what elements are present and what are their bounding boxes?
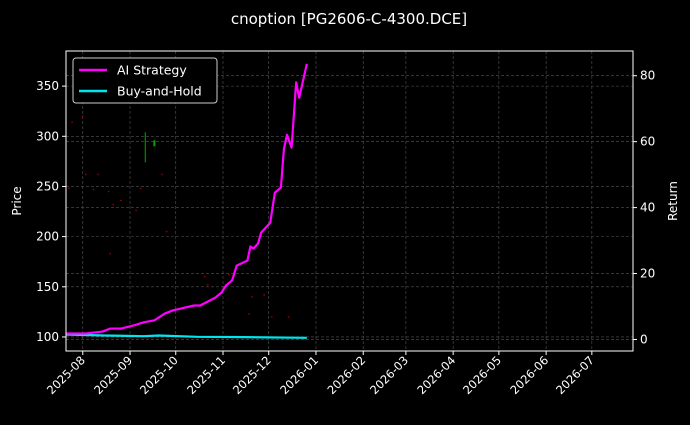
x-tick-label: 2026-04	[414, 353, 458, 397]
chart-title: cnoption [PG2606-C-4300.DCE]	[231, 10, 467, 28]
x-tick-label: 2025-08	[44, 353, 88, 397]
price-point	[81, 115, 84, 118]
price-point	[92, 188, 95, 191]
y-tick-label: 300	[36, 129, 59, 143]
price-point	[263, 293, 266, 296]
price-point	[109, 252, 112, 255]
y2-tick-label: 60	[640, 135, 655, 149]
y2-tick-label: 80	[640, 69, 655, 83]
price-point	[270, 315, 273, 318]
price-point	[107, 190, 110, 193]
legend: AI Strategy Buy-and-Hold	[72, 57, 218, 104]
y-tick-label: 100	[36, 330, 59, 344]
y2-tick-label: 20	[640, 267, 655, 281]
x-tick-label: 2026-02	[324, 353, 368, 397]
y-tick-label: 200	[36, 230, 59, 244]
x-tick-label: 2025-11	[184, 353, 228, 397]
y-tick-label: 350	[36, 79, 59, 93]
y2-tick-label: 0	[640, 332, 648, 346]
x-tick-label: 2026-01	[277, 353, 321, 397]
legend-label-ai-strategy: AI Strategy	[117, 63, 187, 78]
price-point	[68, 187, 70, 190]
y2-axis-label: Return	[666, 181, 680, 221]
x-tick-label: 2025-09	[91, 353, 135, 397]
price-point	[112, 203, 115, 206]
x-tick-label: 2026-06	[507, 353, 551, 397]
series-line-buy-and-hold	[65, 333, 307, 339]
price-point	[119, 199, 122, 202]
grid	[66, 51, 633, 351]
x-tick-label: 2026-03	[367, 353, 411, 397]
price-point	[228, 273, 230, 276]
price-point	[287, 315, 290, 318]
legend-box	[72, 57, 218, 104]
plot-marks	[65, 63, 308, 339]
price-point	[139, 187, 142, 190]
price-point	[135, 209, 138, 212]
price-point	[165, 230, 168, 233]
y2-tick-label: 40	[640, 201, 655, 215]
price-point	[97, 173, 99, 176]
price-point	[248, 312, 250, 315]
price-point	[84, 173, 87, 176]
x-tick-label: 2026-05	[460, 353, 504, 397]
price-point	[203, 275, 206, 278]
y-axis-label: Price	[10, 186, 24, 215]
price-point	[251, 295, 253, 298]
price-point	[161, 173, 163, 176]
x-tick-label: 2026-07	[553, 353, 597, 397]
price-point	[71, 121, 73, 124]
y-tick-label: 150	[36, 280, 59, 294]
axes: 2025-08 2025-09 2025-10 2025-11 2025-12 2026-…	[36, 69, 655, 397]
y-tick-label: 250	[36, 179, 59, 193]
x-tick-label: 2025-12	[230, 353, 274, 397]
x-tick-label: 2025-10	[137, 353, 181, 397]
series-line-ai-strategy	[66, 63, 308, 335]
plot-frame	[65, 50, 634, 352]
price-point	[206, 283, 209, 286]
legend-label-buy-and-hold: Buy-and-Hold	[117, 84, 202, 99]
